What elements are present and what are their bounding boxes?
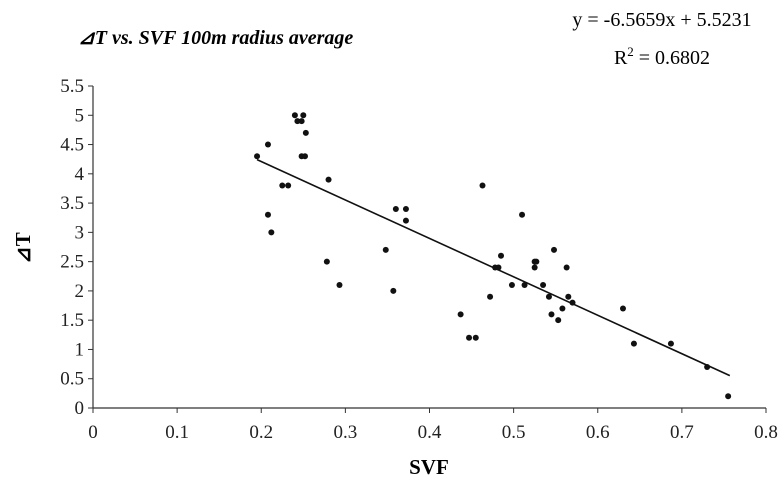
y-tick-label: 4.5 xyxy=(60,135,84,156)
data-point xyxy=(545,293,552,300)
data-point xyxy=(301,153,308,160)
data-point xyxy=(498,252,505,259)
y-tick-label: 5.5 xyxy=(60,76,84,97)
data-point xyxy=(630,340,637,347)
data-point xyxy=(285,182,292,189)
data-point xyxy=(548,311,555,318)
data-point xyxy=(382,246,389,253)
data-point xyxy=(565,293,572,300)
data-point xyxy=(472,334,479,341)
y-tick-label: 3.5 xyxy=(60,193,84,214)
data-point xyxy=(704,364,711,371)
y-tick-label: 0.5 xyxy=(60,369,84,390)
x-axis-label: SVF xyxy=(409,455,449,479)
y-tick-label: 2.5 xyxy=(60,252,84,273)
data-point xyxy=(533,258,540,265)
plot-axes xyxy=(92,86,766,409)
r-squared-value: = 0.6802 xyxy=(634,47,710,69)
data-point xyxy=(725,393,732,400)
y-axis-ticks: 0 0.5 1 1.5 2 2.5 3 3.5 4 4.5 5 5.5 xyxy=(60,76,93,419)
data-point xyxy=(521,282,528,289)
data-point xyxy=(457,311,464,318)
x-tick-label: 0 xyxy=(88,422,98,443)
data-point xyxy=(563,264,570,271)
data-point xyxy=(294,118,301,125)
data-point xyxy=(264,141,271,148)
data-point xyxy=(569,299,576,306)
data-point xyxy=(268,229,275,236)
y-tick-label: 1 xyxy=(75,339,85,360)
x-axis-ticks: 0 0.1 0.2 0.3 0.4 0.5 0.6 0.7 0.8 xyxy=(88,408,778,443)
x-tick-label: 0.4 xyxy=(418,422,442,443)
x-tick-label: 0.6 xyxy=(586,422,610,443)
data-point xyxy=(531,264,538,271)
data-point xyxy=(279,182,286,189)
data-point xyxy=(291,112,298,119)
data-point xyxy=(300,112,307,119)
data-point xyxy=(508,282,515,289)
x-tick-label: 0.3 xyxy=(334,422,358,443)
data-point xyxy=(392,205,399,212)
x-tick-label: 0.7 xyxy=(670,422,694,443)
data-point xyxy=(390,287,397,294)
data-point xyxy=(402,205,409,212)
r-squared-symbol: R xyxy=(614,47,628,69)
data-point xyxy=(555,317,562,324)
x-tick-label: 0.1 xyxy=(165,422,189,443)
data-point xyxy=(254,153,261,160)
data-point xyxy=(479,182,486,189)
data-point xyxy=(264,211,271,218)
trendline-equation: y = -6.5659x + 5.5231 xyxy=(572,9,751,31)
data-point xyxy=(619,305,626,312)
data-point xyxy=(323,258,330,265)
data-point xyxy=(487,293,494,300)
x-tick-label: 0.2 xyxy=(249,422,273,443)
y-tick-label: 1.5 xyxy=(60,310,84,331)
data-points xyxy=(254,112,732,400)
data-point xyxy=(551,246,558,253)
r-squared-exponent: 2 xyxy=(627,44,634,59)
x-tick-label: 0.5 xyxy=(502,422,526,443)
y-tick-label: 3 xyxy=(75,222,85,243)
data-point xyxy=(466,334,473,341)
r-squared-label: R2 = 0.6802 xyxy=(614,44,710,69)
y-tick-label: 4 xyxy=(75,164,85,185)
data-point xyxy=(325,176,332,183)
data-point xyxy=(302,129,309,136)
data-point xyxy=(495,264,502,271)
x-tick-label: 0.8 xyxy=(754,422,778,443)
data-point xyxy=(336,282,343,289)
data-point xyxy=(298,118,305,125)
y-axis-label: ⊿T xyxy=(11,232,35,264)
data-point xyxy=(559,305,566,312)
data-point xyxy=(540,282,547,289)
data-point xyxy=(402,217,409,224)
y-tick-label: 0 xyxy=(75,398,85,419)
y-tick-label: 2 xyxy=(75,281,85,302)
data-point xyxy=(519,211,526,218)
y-tick-label: 5 xyxy=(75,105,85,126)
chart-title: ⊿T vs. SVF 100m radius average xyxy=(78,27,353,49)
data-point xyxy=(667,340,674,347)
